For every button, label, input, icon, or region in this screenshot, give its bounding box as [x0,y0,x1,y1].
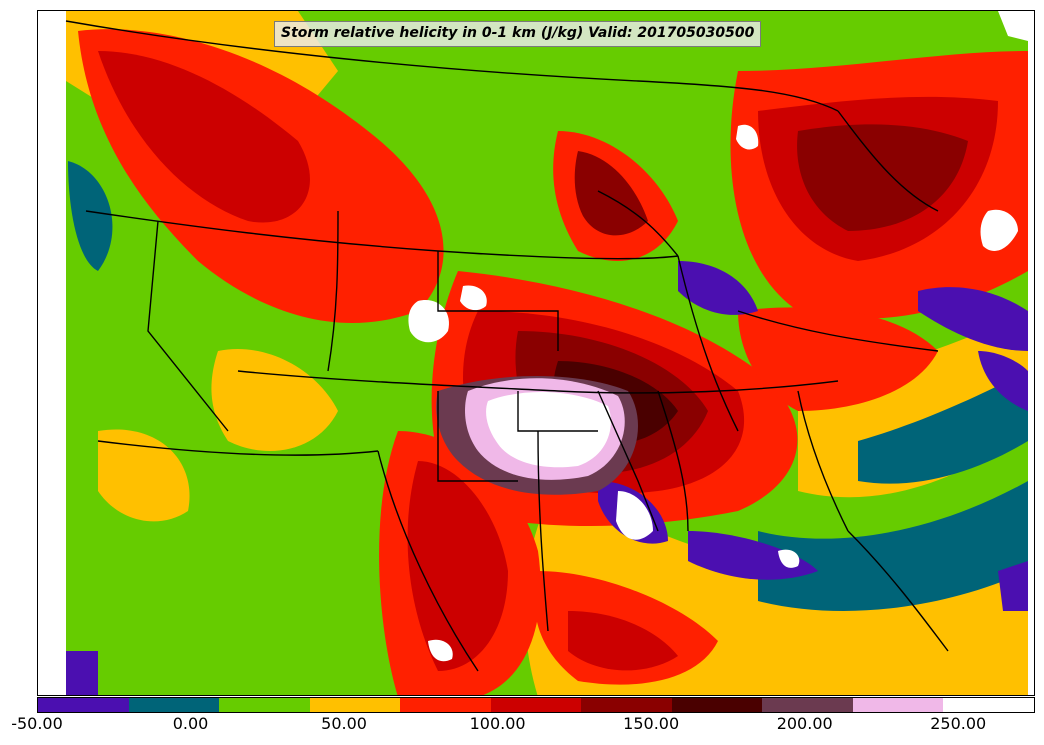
colorbar-segment-10 [943,698,1035,712]
colorbar-segment-6 [581,698,672,712]
colorbar [37,697,1035,713]
boundary-lines [65,20,949,672]
map-title: Storm relative helicity in 0-1 km (J/kg)… [274,21,762,47]
colorbar-segment-9 [852,698,944,712]
colorbar-segment-8 [762,698,853,712]
colorbar-tick-label: 250.00 [930,714,987,733]
colorbar-segment-3 [309,698,401,712]
colorbar-tick-label: 200.00 [776,714,833,733]
colorbar-tick-label: -50.00 [11,714,63,733]
colorbar-segment-5 [490,698,582,712]
colorbar-segment-0 [38,698,129,712]
map-panel: Storm relative helicity in 0-1 km (J/kg)… [37,10,1035,696]
colorbar-segment-2 [219,698,310,712]
colorbar-tick-label: 100.00 [469,714,526,733]
colorbar-ticks: -50.00 0.00 50.00 100.00 150.00 200.00 250.00 [0,714,1044,742]
colorbar-tick-label: 0.00 [172,714,209,733]
colorbar-tick-label: 150.00 [623,714,680,733]
colorbar-tick-label: 50.00 [321,714,367,733]
helicity-map [38,11,1034,695]
colorbar-segment-7 [671,698,763,712]
colorbar-segment-1 [128,698,220,712]
colorbar-segment-4 [400,698,491,712]
